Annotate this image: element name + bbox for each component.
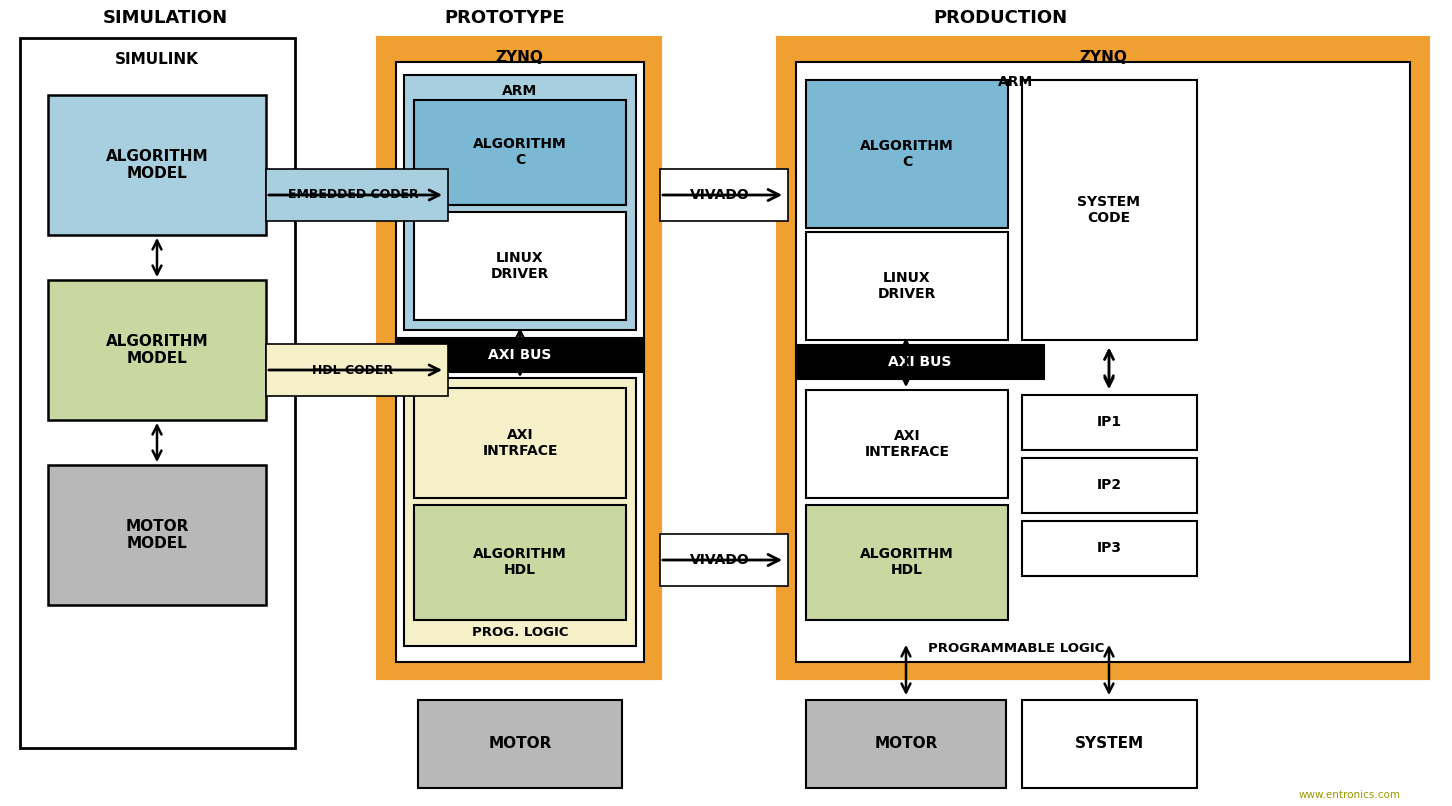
Bar <box>661 534 788 586</box>
Text: MOTOR
MODEL: MOTOR MODEL <box>125 519 189 551</box>
Text: HDL CODER: HDL CODER <box>312 364 393 376</box>
Text: www.entronics.com: www.entronics.com <box>1300 790 1401 800</box>
Text: VIVADO: VIVADO <box>690 553 749 567</box>
Bar <box>378 38 661 678</box>
Text: ZYNQ: ZYNQ <box>495 51 543 65</box>
Bar <box>806 390 1008 498</box>
Text: IP1: IP1 <box>1096 415 1121 429</box>
Bar <box>414 505 626 620</box>
Bar <box>778 38 1427 678</box>
Text: LINUX
DRIVER: LINUX DRIVER <box>878 271 937 301</box>
Bar <box>806 232 1008 340</box>
Text: ARM: ARM <box>502 84 537 98</box>
Text: IP3: IP3 <box>1096 541 1121 555</box>
Bar <box>48 95 266 235</box>
Bar <box>378 38 661 678</box>
Bar <box>48 280 266 420</box>
Bar <box>266 169 449 221</box>
Bar <box>404 75 636 330</box>
Text: ZYNQ: ZYNQ <box>1079 51 1127 65</box>
Bar <box>806 700 1006 788</box>
Text: SYSTEM
CODE: SYSTEM CODE <box>1077 195 1140 225</box>
Bar <box>806 80 1008 228</box>
Bar <box>48 465 266 605</box>
Bar <box>1022 521 1196 576</box>
Bar <box>396 338 645 372</box>
Bar <box>796 62 1410 662</box>
Text: LINUX
DRIVER: LINUX DRIVER <box>491 251 549 281</box>
Bar <box>1022 395 1196 450</box>
Text: PRODUCTION: PRODUCTION <box>934 9 1067 27</box>
Text: AXI
INTRFACE: AXI INTRFACE <box>482 428 558 458</box>
Bar <box>20 38 295 748</box>
Bar <box>796 345 1044 379</box>
Text: AXI
INTERFACE: AXI INTERFACE <box>864 429 950 459</box>
Text: ALGORITHM
MODEL: ALGORITHM MODEL <box>106 149 208 181</box>
Text: ARM: ARM <box>999 75 1034 89</box>
Text: EMBEDDED CODER: EMBEDDED CODER <box>287 189 418 202</box>
Text: SIMULINK: SIMULINK <box>115 52 199 68</box>
Text: AXI BUS: AXI BUS <box>488 348 552 362</box>
Bar <box>806 505 1008 620</box>
Bar <box>1022 80 1196 340</box>
Bar <box>661 169 788 221</box>
Bar <box>396 62 645 662</box>
Text: ALGORITHM
C: ALGORITHM C <box>860 139 954 169</box>
Text: ALGORITHM
HDL: ALGORITHM HDL <box>473 547 566 577</box>
Text: AXI BUS: AXI BUS <box>889 355 951 369</box>
Text: ALGORITHM
HDL: ALGORITHM HDL <box>860 547 954 577</box>
Text: ALGORITHM
C: ALGORITHM C <box>473 137 566 167</box>
Bar <box>414 100 626 205</box>
Bar <box>414 212 626 320</box>
Bar <box>266 344 449 396</box>
Bar <box>1022 700 1196 788</box>
Text: MOTOR: MOTOR <box>874 737 938 751</box>
Bar <box>1022 458 1196 513</box>
Text: VIVADO: VIVADO <box>690 188 749 202</box>
Text: SYSTEM: SYSTEM <box>1074 737 1144 751</box>
Bar <box>404 378 636 646</box>
Text: PROTOTYPE: PROTOTYPE <box>444 9 565 27</box>
Text: SIMULATION: SIMULATION <box>103 9 228 27</box>
Bar <box>414 388 626 498</box>
Text: MOTOR: MOTOR <box>488 737 552 751</box>
Text: PROG. LOGIC: PROG. LOGIC <box>472 625 568 638</box>
Text: IP2: IP2 <box>1096 478 1121 492</box>
Bar <box>778 38 1427 678</box>
Bar <box>418 700 621 788</box>
Text: PROGRAMMABLE LOGIC: PROGRAMMABLE LOGIC <box>928 642 1104 654</box>
Text: ALGORITHM
MODEL: ALGORITHM MODEL <box>106 334 208 366</box>
